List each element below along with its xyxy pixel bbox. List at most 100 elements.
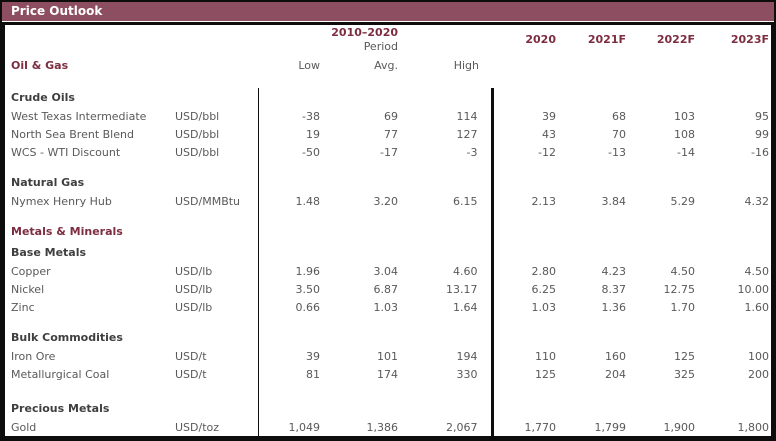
commodity-value-6: 4.50 <box>744 264 770 278</box>
commodity-row: Metallurgical Coal USD/t 81 174 330 125 204 325… <box>5 365 771 383</box>
section-label: Metals & Minerals <box>11 224 123 238</box>
commodity-value-1: 77 <box>384 127 398 141</box>
price-table-body: Crude Oils West Texas Intermediate USD/bbl… <box>5 75 771 436</box>
spacer-value-1 <box>322 161 400 173</box>
subsection-value-3 <box>490 88 558 107</box>
spacer-value-1 <box>322 316 400 328</box>
commodity-value-3: 2.13 <box>490 192 558 210</box>
subsection-value-5 <box>628 399 697 418</box>
commodity-value-3: 43 <box>490 125 558 143</box>
col-header-high: High <box>453 59 479 72</box>
spacer-value-1 <box>322 210 400 219</box>
spacer-value-4 <box>558 383 628 399</box>
subsection-value-3 <box>490 399 558 418</box>
stat-columns-row: Oil & Gas Low Avg. High <box>5 53 771 75</box>
commodity-label: West Texas Intermediate <box>11 109 147 123</box>
header-spacer <box>5 40 173 53</box>
commodity-row: Copper USD/lb 1.96 3.04 4.60 2.80 4.23 4.50 4.50 <box>5 262 771 280</box>
commodity-value-2: -3 <box>466 145 478 159</box>
commodity-value-5: 108 <box>674 127 695 141</box>
commodity-value-1: 1.03 <box>373 300 399 314</box>
commodity-value-4: 70 <box>612 127 626 141</box>
commodity-label: Zinc <box>11 300 35 314</box>
spacer-value-5 <box>628 210 697 219</box>
col-header-2020: 2020 <box>525 32 556 46</box>
spacer-value-0 <box>257 161 322 173</box>
subsection-unit <box>173 328 258 347</box>
commodity-value-1: 6.87 <box>373 282 399 296</box>
spacer-unit <box>173 161 258 173</box>
commodity-unit: USD/t <box>175 367 207 381</box>
price-table: 2010–2020 2020 2021F 2022F 2023F Period … <box>5 25 771 436</box>
spacer-value-2 <box>400 161 492 173</box>
subsection-value-4 <box>558 399 628 418</box>
spacer-unit <box>173 383 258 399</box>
commodity-row: Nickel USD/lb 3.50 6.87 13.17 6.25 8.37 12.75 10… <box>5 280 771 298</box>
subsection-value-0 <box>257 173 322 192</box>
commodity-unit: USD/lb <box>175 264 213 278</box>
commodity-unit: USD/lb <box>175 300 213 314</box>
spacer-value-5 <box>628 161 697 173</box>
commodity-value-3: -12 <box>490 143 558 161</box>
section-header-oil-gas: Oil & Gas <box>11 59 69 72</box>
commodity-value-6: 1,800 <box>737 420 770 434</box>
spacer-value-6 <box>697 316 771 328</box>
subsection-value-5 <box>628 243 697 262</box>
commodity-value-1: -17 <box>380 145 398 159</box>
commodity-unit: USD/toz <box>175 420 220 434</box>
subsection-header-row: Precious Metals <box>5 399 771 418</box>
spacer-value-4 <box>558 210 628 219</box>
section-value-5 <box>628 219 697 243</box>
subsection-value-5 <box>628 173 697 192</box>
spacer-unit <box>173 210 258 219</box>
commodity-value-0: 1.96 <box>257 262 322 280</box>
section-value-4 <box>558 219 628 243</box>
commodity-value-6: 200 <box>748 367 769 381</box>
price-table-header: 2010–2020 2020 2021F 2022F 2023F Period … <box>5 25 771 75</box>
subsection-value-6 <box>697 88 771 107</box>
commodity-unit: USD/bbl <box>175 127 220 141</box>
header-spacer <box>258 40 322 53</box>
spacer-row <box>5 210 771 219</box>
spacer-value-0 <box>257 316 322 328</box>
subsection-header-row: Natural Gas <box>5 173 771 192</box>
commodity-value-4: -13 <box>608 145 626 159</box>
commodity-value-5: 125 <box>674 349 695 363</box>
spacer-value-4 <box>558 316 628 328</box>
commodity-value-2: 6.15 <box>453 194 478 208</box>
subsection-value-0 <box>257 88 322 107</box>
commodity-unit: USD/t <box>175 349 207 363</box>
commodity-value-1: 69 <box>384 109 398 123</box>
commodity-row: Iron Ore USD/t 39 101 194 110 160 125 100 <box>5 347 771 365</box>
commodity-unit: USD/MMBtu <box>175 194 241 208</box>
header-spacer <box>492 53 558 75</box>
commodity-value-1: 1,386 <box>366 420 399 434</box>
commodity-value-5: 12.75 <box>663 282 696 296</box>
subsection-value-2 <box>400 328 492 347</box>
period-sublabel-row: Period <box>5 40 771 53</box>
commodity-label: North Sea Brent Blend <box>11 127 134 141</box>
commodity-value-2: 2,067 <box>446 420 478 434</box>
spacer-value-6 <box>697 210 771 219</box>
subsection-value-4 <box>558 88 628 107</box>
commodity-value-3: 6.25 <box>490 280 558 298</box>
commodity-value-3: 1.03 <box>490 298 558 316</box>
subsection-value-2 <box>400 399 492 418</box>
commodity-value-3: 2.80 <box>490 262 558 280</box>
spacer-value-3 <box>490 316 558 328</box>
subsection-value-1 <box>322 173 400 192</box>
commodity-value-0: 39 <box>257 347 322 365</box>
spacer-value-5 <box>628 383 697 399</box>
subsection-value-3 <box>490 243 558 262</box>
commodity-value-5: 5.29 <box>670 194 696 208</box>
subsection-label: Natural Gas <box>11 176 85 189</box>
period-subheader: Period <box>363 40 398 53</box>
price-table-container: 2010–2020 2020 2021F 2022F 2023F Period … <box>2 22 774 439</box>
commodity-value-2: 330 <box>456 367 478 381</box>
section-value-2 <box>400 219 492 243</box>
header-spacer <box>400 40 492 53</box>
spacer-value-0 <box>257 383 322 399</box>
commodity-row: Gold USD/toz 1,049 1,386 2,067 1,770 1,799 1,90… <box>5 418 771 436</box>
commodity-value-5: 325 <box>674 367 695 381</box>
